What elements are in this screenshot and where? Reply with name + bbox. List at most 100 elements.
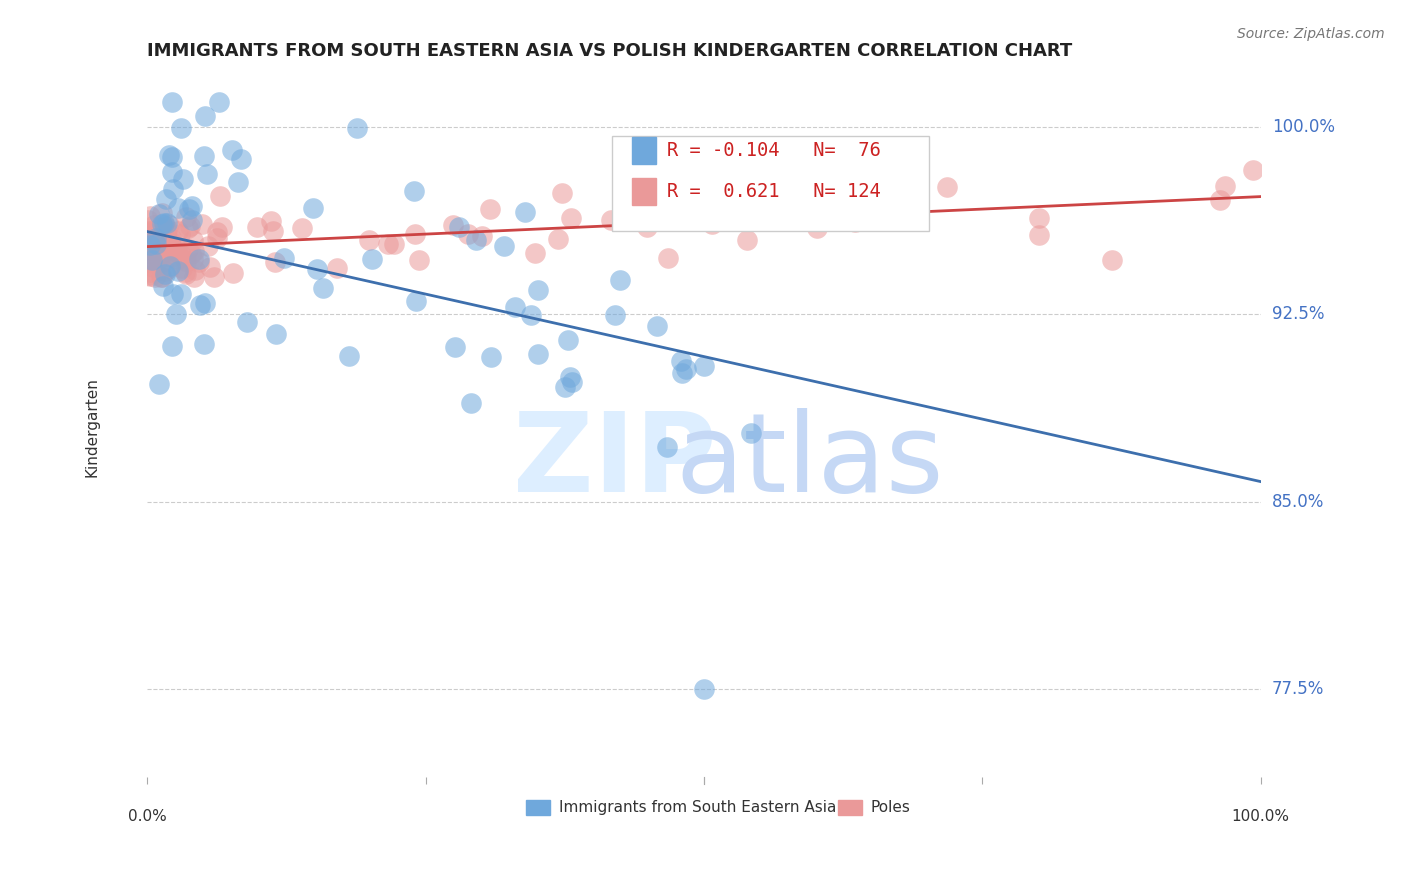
Point	[166, 224, 188, 238]
Point	[155, 227, 177, 242]
Point	[193, 148, 215, 162]
Point	[262, 223, 284, 237]
Point	[183, 269, 205, 284]
Point	[181, 252, 204, 267]
Point	[174, 267, 197, 281]
Point	[153, 268, 176, 282]
Point	[139, 268, 162, 283]
Text: ZIP: ZIP	[513, 409, 717, 515]
Point	[290, 221, 312, 235]
Point	[157, 260, 180, 275]
Point	[671, 367, 693, 381]
Point	[138, 236, 160, 251]
Point	[561, 375, 583, 389]
Point	[142, 231, 165, 245]
Point	[141, 252, 163, 267]
Point	[236, 315, 259, 329]
Point	[222, 266, 245, 280]
Point	[177, 220, 200, 235]
Point	[404, 227, 426, 241]
Point	[550, 186, 572, 201]
Point	[1028, 211, 1050, 226]
Point	[152, 255, 174, 269]
Point	[153, 216, 176, 230]
Point	[180, 213, 202, 227]
Point	[470, 228, 492, 243]
Point	[693, 682, 716, 697]
Point	[157, 218, 180, 232]
Point	[226, 175, 249, 189]
Point	[264, 326, 287, 341]
Point	[465, 233, 488, 247]
Point	[152, 221, 174, 235]
Point	[145, 231, 167, 245]
Point	[447, 219, 470, 234]
Point	[636, 220, 658, 235]
Point	[181, 233, 204, 247]
Point	[180, 246, 202, 260]
Point	[179, 219, 201, 233]
Point	[169, 227, 191, 242]
Point	[844, 215, 866, 229]
Point	[346, 121, 368, 136]
Point	[326, 261, 349, 276]
Bar	[631, 137, 657, 164]
Point	[492, 239, 515, 253]
Point	[139, 236, 162, 251]
Point	[657, 252, 679, 266]
Point	[167, 252, 190, 266]
Point	[138, 265, 160, 279]
Point	[159, 237, 181, 252]
Point	[143, 249, 166, 263]
Point	[142, 260, 165, 274]
Point	[197, 238, 219, 252]
Bar	[838, 800, 862, 815]
Text: Poles: Poles	[870, 800, 911, 815]
Point	[150, 269, 173, 284]
Point	[377, 236, 399, 251]
Point	[156, 222, 179, 236]
Point	[405, 294, 427, 309]
Point	[170, 287, 193, 301]
Point	[166, 307, 188, 321]
Point	[1209, 193, 1232, 207]
Point	[547, 232, 569, 246]
Point	[174, 211, 197, 225]
Point	[146, 225, 169, 239]
Point	[155, 227, 177, 242]
Point	[190, 298, 212, 312]
Point	[441, 218, 464, 232]
Point	[138, 213, 160, 227]
Point	[312, 280, 335, 294]
Point	[273, 251, 295, 265]
Point	[457, 227, 479, 241]
Point	[152, 245, 174, 260]
Point	[229, 152, 252, 166]
Point	[150, 206, 173, 220]
Point	[645, 319, 668, 334]
Point	[139, 229, 162, 244]
Point	[159, 259, 181, 273]
Text: 77.5%: 77.5%	[1272, 680, 1324, 698]
Point	[167, 264, 190, 278]
Point	[806, 221, 828, 235]
Point	[195, 167, 218, 181]
Point	[152, 279, 174, 293]
Point	[138, 224, 160, 238]
Point	[1241, 162, 1264, 177]
Point	[404, 184, 426, 198]
Point	[159, 148, 181, 162]
Point	[138, 228, 160, 243]
Text: R =  0.621   N= 124: R = 0.621 N= 124	[668, 182, 882, 201]
Point	[150, 227, 173, 241]
Point	[162, 164, 184, 178]
Point	[460, 396, 482, 410]
Point	[145, 237, 167, 252]
Point	[188, 255, 211, 269]
Point	[515, 204, 537, 219]
Point	[172, 172, 194, 186]
Point	[143, 243, 166, 257]
Point	[141, 237, 163, 252]
Point	[143, 269, 166, 284]
Point	[160, 241, 183, 255]
